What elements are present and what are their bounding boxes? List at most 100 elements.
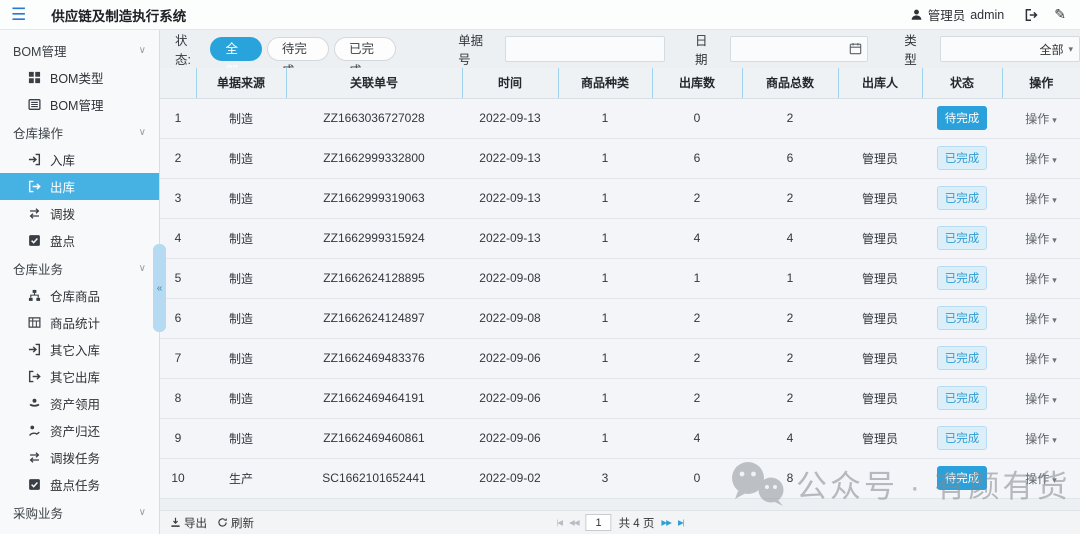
sidebar-item-inbound[interactable]: 入库 — [0, 146, 159, 173]
row-action-button[interactable]: 操作 ▾ — [1025, 112, 1057, 126]
row-action-label: 操作 — [1025, 231, 1050, 246]
cell-action: 操作 ▾ — [1002, 378, 1080, 419]
cell-status: 已完成 — [922, 378, 1002, 419]
user-menu[interactable]: 管理员 admin — [910, 5, 1005, 24]
logout-icon[interactable] — [1024, 8, 1038, 22]
col-kinds: 商品种类 — [558, 68, 653, 99]
cell-source: 制造 — [196, 138, 286, 179]
cell-out-count: 4 — [652, 218, 742, 259]
sidebar-item-bom-manage[interactable]: BOM管理 — [0, 91, 159, 118]
row-action-button[interactable]: 操作 ▾ — [1025, 152, 1057, 166]
cell-operator: 管理员 — [838, 218, 922, 259]
col-date: 时间 — [462, 68, 559, 99]
menu-icon[interactable]: ☰ — [11, 5, 27, 24]
row-action-button[interactable]: 操作 ▾ — [1025, 432, 1057, 446]
order-no-label: 单据号 — [458, 34, 484, 67]
cell-kinds: 1 — [558, 298, 652, 339]
cell-status: 已完成 — [922, 338, 1002, 379]
status-pill-all[interactable]: 全部 — [210, 37, 262, 78]
status-badge: 待完成 — [936, 106, 988, 130]
table-row: 6 制造 ZZ1662624124897 2022-09-08 1 2 2 管理… — [160, 298, 1080, 339]
cell-index: 9 — [160, 418, 196, 459]
status-badge: 已完成 — [936, 426, 988, 450]
row-action-button[interactable]: 操作 ▾ — [1025, 272, 1057, 286]
cell-action: 操作 ▾ — [1002, 138, 1080, 179]
sidebar-group-purchase[interactable]: 采购业务 ∨ — [0, 498, 159, 526]
cell-total-count: 2 — [742, 338, 838, 379]
first-page-button[interactable]: |◀ — [556, 518, 563, 527]
sidebar-group-warehouse-biz[interactable]: 仓库业务 ∨ — [0, 254, 159, 282]
caret-down-icon: ▾ — [1052, 394, 1057, 405]
sidebar-item-warehouse-goods[interactable]: 仓库商品 — [0, 282, 159, 309]
sidebar-item-other-inbound[interactable]: 其它入库 — [0, 336, 159, 363]
table-row: 5 制造 ZZ1662624128895 2022-09-08 1 1 1 管理… — [160, 258, 1080, 299]
sidebar-item-stocktake-task[interactable]: 盘点任务 — [0, 471, 159, 498]
order-no-input[interactable] — [505, 36, 666, 62]
sidebar-group-warehouse-ops[interactable]: 仓库操作 ∨ — [0, 118, 159, 146]
col-out-count: 出库数 — [652, 68, 743, 99]
row-action-button[interactable]: 操作 ▾ — [1025, 232, 1057, 246]
check-square-icon — [28, 234, 41, 247]
cell-index: 2 — [160, 138, 196, 179]
cell-order-no: ZZ1662624128895 — [286, 258, 462, 299]
status-pill-group: 全部 待完成 已完成 — [210, 37, 401, 78]
cell-status: 已完成 — [922, 258, 1002, 299]
status-pill-pending[interactable]: 待完成 — [266, 37, 330, 78]
sidebar-item-label: 其它入库 — [50, 344, 101, 358]
cell-source: 制造 — [196, 178, 286, 219]
user-role: 管理员 — [927, 9, 966, 23]
cell-out-count: 6 — [652, 138, 742, 179]
hand-get-icon — [28, 397, 41, 410]
sidebar-item-other-outbound[interactable]: 其它出库 — [0, 363, 159, 390]
table-footer: 导出 刷新 |◀ ◀◀ 共 4 页 ▶▶ ▶| — [160, 510, 1080, 534]
next-page-button[interactable]: ▶▶ — [661, 518, 672, 527]
cell-operator: 管理员 — [838, 378, 922, 419]
refresh-button[interactable]: 刷新 — [217, 515, 254, 531]
last-page-button[interactable]: ▶| — [677, 518, 685, 527]
caret-down-icon: ▾ — [1052, 474, 1057, 485]
group-label: 采购业务 — [13, 506, 64, 521]
row-action-button[interactable]: 操作 ▾ — [1025, 472, 1057, 486]
cell-out-count: 2 — [652, 298, 742, 339]
cell-source: 制造 — [196, 338, 286, 379]
cell-source: 生产 — [196, 458, 286, 499]
cell-source: 制造 — [196, 378, 286, 419]
cell-kinds: 3 — [558, 458, 652, 499]
cell-operator: 管理员 — [838, 298, 922, 339]
status-pill-done[interactable]: 已完成 — [334, 37, 397, 78]
sidebar-item-outbound[interactable]: 出库 — [0, 173, 159, 200]
row-action-label: 操作 — [1025, 351, 1050, 366]
sidebar-item-goods-stats[interactable]: 商品统计 — [0, 309, 159, 336]
export-button[interactable]: 导出 — [170, 515, 207, 531]
user-name: admin — [970, 7, 1005, 22]
date-input[interactable] — [730, 36, 869, 62]
sidebar-item-bom-type[interactable]: BOM类型 — [0, 64, 159, 91]
sidebar-item-asset-return[interactable]: 资产归还 — [0, 417, 159, 444]
prev-page-button[interactable]: ◀◀ — [569, 518, 580, 527]
type-select[interactable]: 全部 ▾ — [939, 36, 1080, 62]
row-action-label: 操作 — [1025, 471, 1050, 486]
status-badge: 待完成 — [936, 466, 988, 490]
sidebar-item-transfer[interactable]: 调拨 — [0, 200, 159, 227]
cell-kinds: 1 — [558, 178, 652, 219]
export-label: 导出 — [184, 517, 207, 530]
sidebar-item-label: 资产归还 — [50, 425, 101, 439]
row-action-button[interactable]: 操作 ▾ — [1025, 192, 1057, 206]
sidebar-collapse-handle[interactable]: « — [153, 244, 166, 332]
theme-pen-icon[interactable]: ✎ — [1054, 6, 1066, 22]
sidebar-item-label: 调拨任务 — [50, 452, 101, 466]
row-action-label: 操作 — [1025, 271, 1050, 286]
page-number-input[interactable] — [585, 514, 612, 531]
sidebar-item-stocktake[interactable]: 盘点 — [0, 227, 159, 254]
row-action-label: 操作 — [1025, 311, 1050, 326]
cell-action: 操作 ▾ — [1002, 258, 1080, 299]
cell-order-no: ZZ1662999332800 — [286, 138, 462, 179]
row-action-button[interactable]: 操作 ▾ — [1025, 352, 1057, 366]
sign-out-icon — [28, 370, 41, 383]
sidebar-item-asset-borrow[interactable]: 资产领用 — [0, 390, 159, 417]
row-action-button[interactable]: 操作 ▾ — [1025, 312, 1057, 326]
sidebar-item-transfer-task[interactable]: 调拨任务 — [0, 444, 159, 471]
row-action-button[interactable]: 操作 ▾ — [1025, 392, 1057, 406]
cell-operator: 管理员 — [838, 178, 922, 219]
sidebar-group-bom[interactable]: BOM管理 ∨ — [0, 36, 159, 64]
